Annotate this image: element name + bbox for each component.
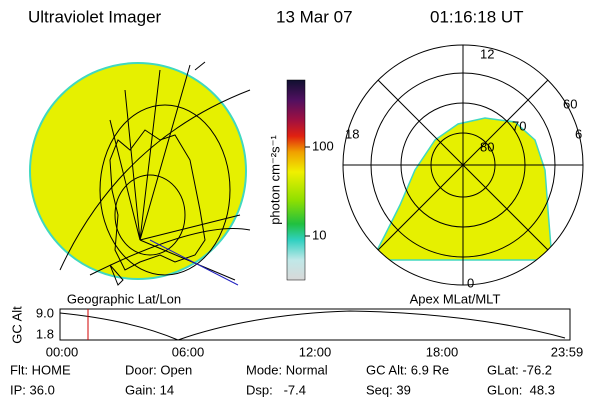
time: 01:16:18 UT	[430, 7, 524, 26]
status-field: GLon: 48.3	[487, 382, 555, 397]
date: 13 Mar 07	[276, 7, 353, 26]
status-field: Flt: HOME	[10, 362, 71, 377]
alt-ytick: 1.8	[36, 326, 54, 341]
mlt-label: 18	[345, 126, 359, 141]
mlat-label: 70	[512, 118, 526, 133]
status-field: GLat: -76.2	[487, 362, 552, 377]
instrument: Ultraviolet Imager	[28, 7, 162, 26]
status-field: Gain: 14	[125, 382, 174, 397]
alt-xtick: 06:00	[172, 344, 205, 359]
mlat-label: 60	[563, 96, 577, 111]
status: Flt: HOME Door: Open Mode: Normal GC Alt: 6…	[10, 362, 555, 397]
map-label: Apex MLat/MLT	[410, 291, 501, 306]
mlt-label: 12	[480, 46, 494, 61]
alt-ytick: 9.0	[36, 305, 54, 320]
alt-xtick: 23:59	[551, 344, 584, 359]
aurora	[370, 117, 553, 261]
polar-map: 12 18 6 0 60 70 80	[342, 44, 584, 290]
geo-grid	[59, 61, 251, 286]
status-field: Dsp: -7.4	[246, 382, 306, 397]
alt-xtick: 00:00	[46, 344, 79, 359]
status-field: Door: Open	[125, 362, 192, 377]
geo-map	[29, 61, 251, 286]
mlat-label: 80	[480, 139, 494, 154]
status-field: GC Alt: 6.9 Re	[366, 362, 449, 377]
mlt-label: 0	[467, 275, 474, 290]
status-field: Mode: Normal	[246, 362, 328, 377]
colorbar-label: photon cm⁻²s⁻¹	[267, 135, 282, 225]
colorbar: 100 10 photon cm⁻²s⁻¹	[267, 79, 334, 281]
status-field: IP: 36.0	[10, 382, 55, 397]
alt-xtick: 12:00	[299, 344, 332, 359]
status-field: Seq: 39	[366, 382, 411, 397]
colorbar-tick: 100	[312, 138, 334, 153]
mlt-label: 6	[575, 126, 582, 141]
alt-xtick: 18:00	[426, 344, 459, 359]
alt-plot: GC Alt 9.0 1.8 00:00 06:00 12:00 18:00 2…	[9, 305, 583, 359]
map-label: Geographic Lat/Lon	[67, 291, 181, 306]
alt-ylabel: GC Alt	[9, 306, 24, 344]
colorbar-tick: 10	[312, 227, 326, 242]
